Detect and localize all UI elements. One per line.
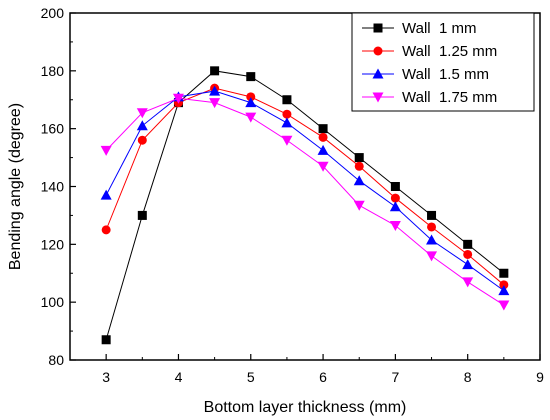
data-point	[318, 132, 328, 142]
legend-label: Wall 1 mm	[402, 20, 476, 37]
data-point	[172, 93, 184, 104]
data-point	[282, 95, 292, 105]
series-3	[100, 85, 510, 296]
data-point	[136, 108, 148, 119]
x-tick-label: 9	[536, 369, 544, 385]
legend-item: Wall 1 mm	[362, 20, 476, 37]
data-point	[101, 335, 111, 345]
y-tick-label: 160	[41, 121, 65, 137]
data-point	[498, 300, 510, 311]
x-axis-title: Bottom layer thickness (mm)	[204, 399, 407, 416]
data-point	[389, 201, 401, 212]
y-tick-label: 100	[41, 294, 65, 310]
legend-label: Wall 1.25 mm	[402, 43, 497, 60]
legend: Wall 1 mm Wall 1.25 mm Wall 1.5 mm Wall 1.7…	[351, 12, 535, 112]
x-tick-label: 6	[319, 369, 327, 385]
data-point	[390, 193, 400, 203]
legend-marker	[372, 92, 384, 103]
axis-ticks: 3 4 5 6 7 8 9 80 100 120 140 160 180 200	[41, 5, 544, 385]
data-point	[136, 120, 148, 131]
data-point	[317, 144, 329, 155]
data-point	[318, 124, 328, 134]
data-point	[390, 182, 400, 191]
data-point	[210, 66, 220, 76]
legend-label: Wall 1.75 mm	[402, 89, 497, 106]
data-point	[463, 239, 473, 249]
data-point	[498, 285, 510, 296]
data-point	[101, 225, 111, 235]
legend-item: Wall 1.25 mm	[362, 43, 497, 60]
legend-marker	[372, 68, 384, 79]
x-tick-label: 7	[391, 369, 399, 385]
data-point	[209, 85, 221, 96]
data-point	[281, 135, 293, 146]
series-line	[105, 90, 505, 292]
x-tick-label: 5	[247, 369, 255, 385]
data-point	[354, 161, 364, 171]
data-point	[354, 153, 364, 163]
data-point	[463, 249, 473, 259]
y-axis-title: Bending angle (degree)	[7, 103, 24, 270]
data-point	[426, 251, 438, 262]
legend-marker	[373, 46, 383, 56]
data-point	[389, 221, 401, 232]
y-tick-label: 200	[41, 5, 65, 21]
y-tick-label: 140	[41, 179, 65, 195]
data-point	[246, 92, 256, 102]
x-tick-label: 8	[464, 369, 472, 385]
data-point	[100, 145, 112, 156]
y-tick-label: 80	[48, 352, 64, 368]
legend-label: Wall 1.5 mm	[402, 66, 489, 83]
data-point	[282, 109, 292, 119]
data-point	[209, 98, 221, 109]
data-point	[426, 234, 438, 245]
x-tick-label: 4	[175, 369, 183, 385]
data-point	[353, 200, 365, 211]
x-tick-label: 3	[102, 369, 110, 385]
data-point	[317, 161, 329, 172]
series-line	[105, 87, 505, 286]
data-point	[246, 72, 256, 82]
legend-marker	[373, 23, 383, 33]
data-point	[245, 112, 257, 123]
series-line	[105, 70, 505, 340]
series-4	[100, 93, 510, 311]
data-point	[499, 268, 509, 278]
series-line	[105, 97, 505, 306]
y-tick-label: 120	[41, 236, 65, 252]
data-point	[100, 189, 112, 200]
data-point	[462, 259, 474, 270]
data-point	[462, 277, 474, 288]
data-point	[353, 175, 365, 186]
data-point	[499, 280, 509, 290]
y-tick-label: 180	[41, 63, 65, 79]
data-point	[427, 222, 437, 232]
data-point	[281, 117, 293, 128]
data-point	[427, 210, 437, 220]
legend-item: Wall 1.75 mm	[362, 89, 497, 106]
legend-item: Wall 1.5 mm	[362, 66, 489, 83]
data-point	[245, 97, 257, 108]
data-point	[137, 135, 147, 145]
plot-area	[69, 12, 541, 361]
data-point	[137, 210, 147, 220]
